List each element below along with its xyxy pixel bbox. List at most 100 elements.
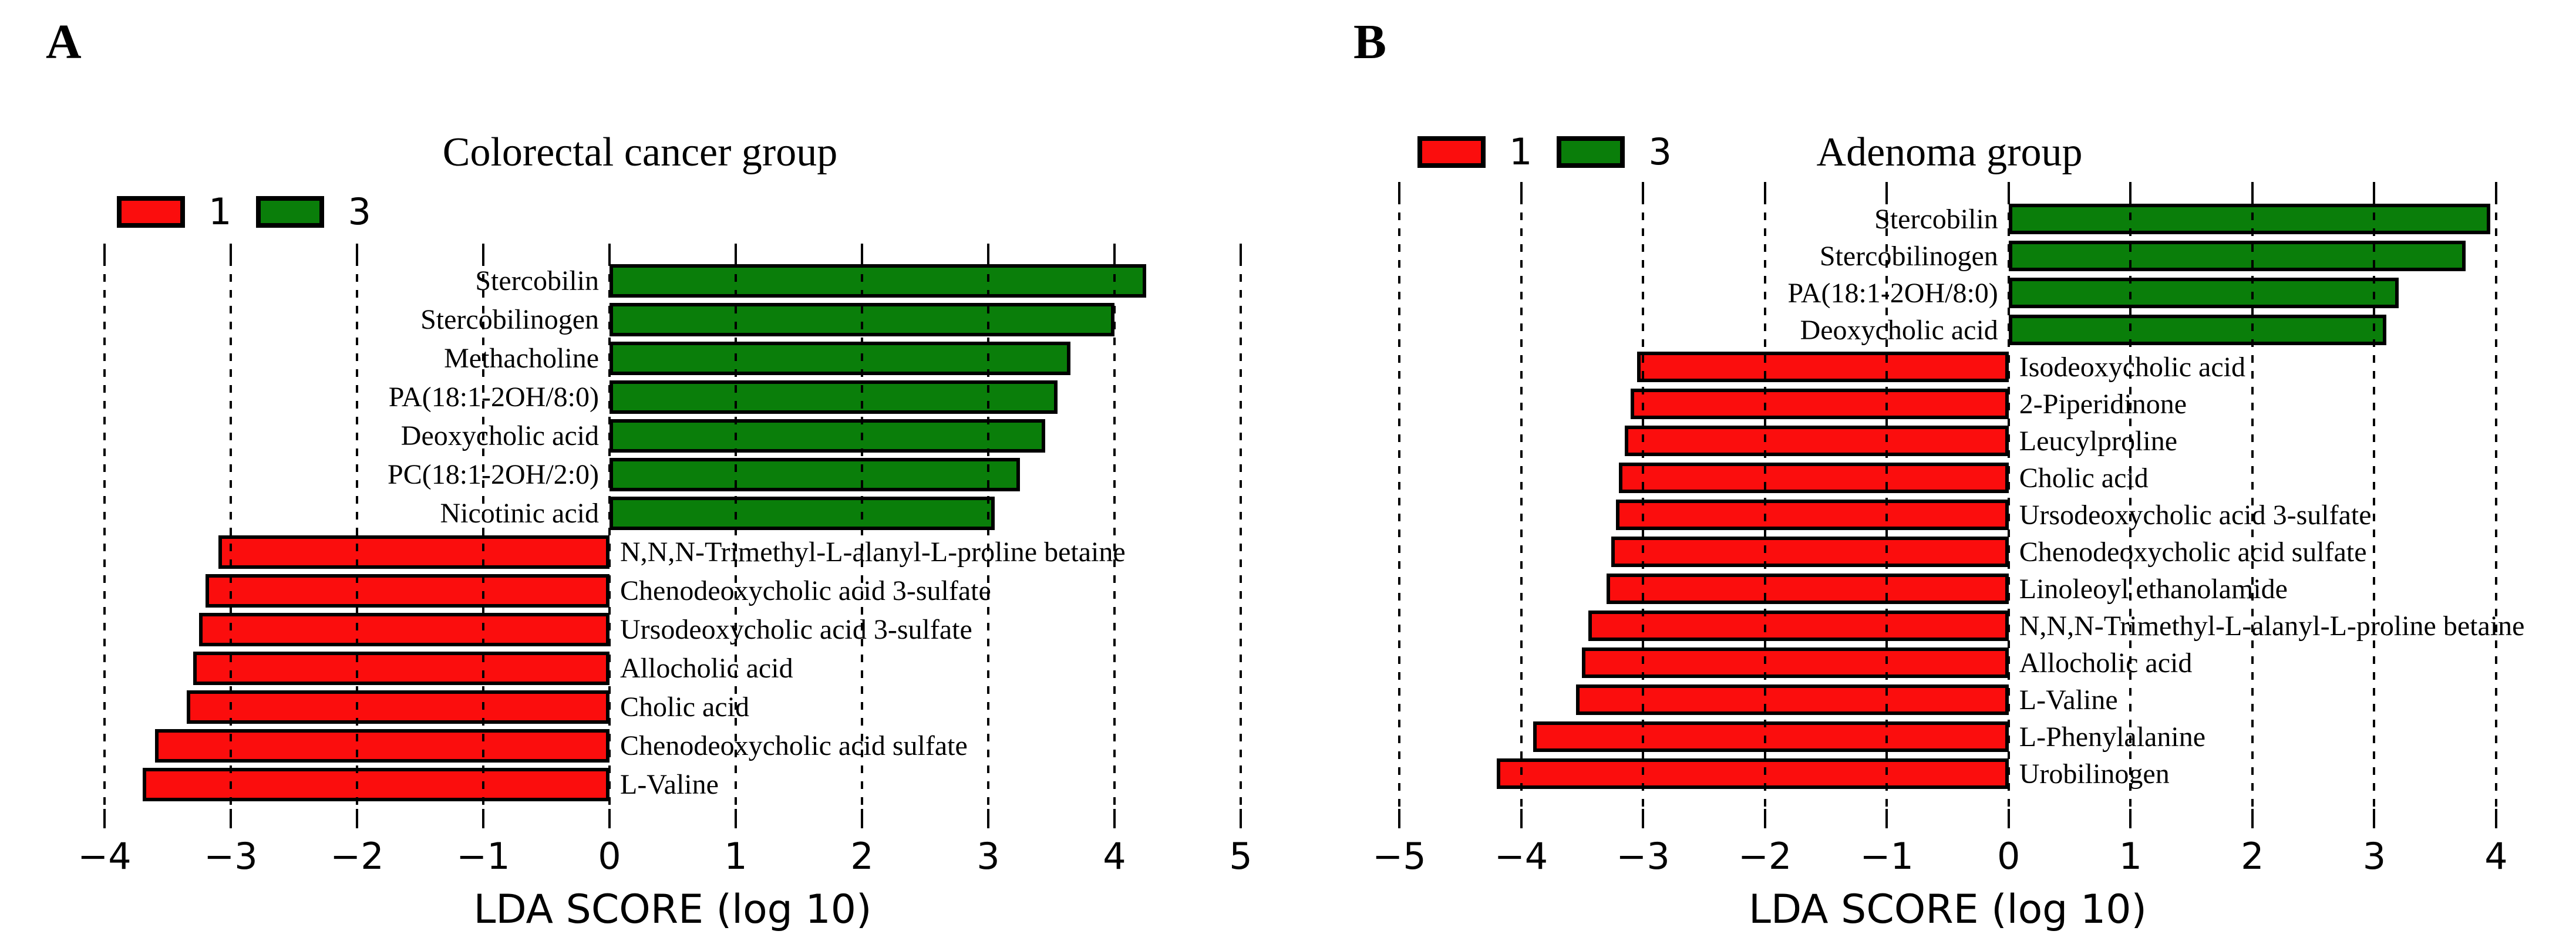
legend-item-3: 3 — [1557, 134, 1672, 170]
x-tick-label-4: 4 — [1103, 835, 1126, 878]
bar-label-stercobilinogen: Stercobilinogen — [1819, 240, 1998, 272]
bar-label-stercobilinogen: Stercobilinogen — [420, 304, 599, 335]
x-tick-label-3: 3 — [2362, 835, 2386, 878]
panel-letter-b: B — [1353, 15, 1387, 69]
bar-label-pc-18-1-2oh-2-0-: PC(18:1-2OH/2:0) — [388, 459, 599, 490]
x-tick-label--1: −1 — [456, 835, 510, 878]
gridline-0 — [2007, 197, 2010, 809]
bar-pa-18-1-2oh-8-0- — [2008, 278, 2399, 308]
bar-label-l-valine: L-Valine — [2019, 684, 2118, 716]
tick-mark-bottom-4 — [1113, 809, 1116, 828]
bar-label-linoleoyl-ethanolamide: Linoleoyl ethanolamide — [2019, 573, 2288, 605]
tick-mark-bottom-4 — [2495, 809, 2497, 828]
x-tick-label--1: −1 — [1860, 835, 1914, 878]
bar-label-l-valine: L-Valine — [620, 769, 719, 800]
tick-mark-top-3 — [987, 244, 989, 258]
x-tick-label-0: 0 — [598, 835, 621, 878]
x-tick-label-3: 3 — [976, 835, 1000, 878]
legend-swatch-1 — [1417, 136, 1486, 168]
gridline-1 — [735, 258, 737, 809]
tick-mark-bottom--3 — [230, 809, 232, 828]
bar-label-n-n-n-trimethyl-l-alanyl-l-proline-betaine: N,N,N-Trimethyl-L-alanyl-L-proline betai… — [620, 537, 1126, 568]
bar-chenodeoxycholic-acid-sulfate — [1611, 537, 2009, 567]
tick-mark-bottom-2 — [2251, 809, 2254, 828]
tick-mark-top-3 — [2373, 182, 2376, 197]
gridline--3 — [1642, 197, 1645, 809]
legend-item-1: 1 — [1417, 134, 1532, 170]
bar-label-stercobilin: Stercobilin — [475, 265, 599, 296]
tick-mark-bottom-1 — [735, 809, 737, 828]
bar-label-allocholic-acid: Allocholic acid — [2019, 647, 2193, 679]
gridline-4 — [2495, 197, 2497, 809]
bar-label-pa-18-1-2oh-8-0-: PA(18:1-2OH/8:0) — [388, 382, 599, 413]
bar-label-leucylproline: Leucylproline — [2019, 425, 2177, 457]
bar-l-phenylalanine — [1533, 721, 2009, 752]
bar-l-valine — [1575, 684, 2009, 715]
tick-mark-top-1 — [735, 244, 737, 258]
bar-label-ursodeoxycholic-acid-3-sulfate: Ursodeoxycholic acid 3-sulfate — [2019, 499, 2372, 531]
tick-mark-bottom--1 — [482, 809, 484, 828]
tick-mark-top--5 — [1398, 182, 1400, 197]
gridline--3 — [230, 258, 232, 809]
tick-mark-top--2 — [356, 244, 358, 258]
bar-stercobilinogen — [2008, 241, 2466, 271]
legend-label: 1 — [1509, 130, 1533, 173]
tick-mark-bottom--4 — [1520, 809, 1523, 828]
tick-mark-top--1 — [482, 244, 484, 258]
bar-ursodeoxycholic-acid-3-sulfate — [199, 613, 610, 646]
bar-l-valine — [142, 768, 610, 801]
legend-swatch-3 — [256, 196, 325, 228]
x-tick-label-5: 5 — [1229, 835, 1252, 878]
bar-cholic-acid — [186, 690, 610, 724]
bar-allocholic-acid — [193, 652, 610, 685]
bar-n-n-n-trimethyl-l-alanyl-l-proline-betaine — [1588, 611, 2009, 641]
bar-linoleoyl-ethanolamide — [1606, 574, 2009, 604]
gridline--1 — [1885, 197, 1888, 809]
panel-letter-a: A — [46, 15, 82, 69]
gridline-3 — [2373, 197, 2376, 809]
plot-area: Stercobilin Stercobilinogen Methacholine PA… — [103, 244, 1242, 828]
bar-pa-18-1-2oh-8-0- — [610, 380, 1058, 414]
panel-title-colorectal: Colorectal cancer group — [442, 130, 838, 175]
x-tick-label-0: 0 — [1997, 835, 2021, 878]
x-tick-label-1: 1 — [724, 835, 747, 878]
tick-mark-bottom--2 — [1763, 809, 1766, 828]
tick-mark-bottom--4 — [103, 809, 106, 828]
bar-label-ursodeoxycholic-acid-3-sulfate: Ursodeoxycholic acid 3-sulfate — [620, 614, 972, 645]
gridline-0 — [608, 258, 611, 809]
bar-nicotinic-acid — [610, 497, 995, 530]
x-tick-label-1: 1 — [2119, 835, 2143, 878]
bar-label-methacholine: Methacholine — [444, 343, 599, 374]
bar-label-n-n-n-trimethyl-l-alanyl-l-proline-betaine: N,N,N-Trimethyl-L-alanyl-L-proline betai… — [2019, 610, 2525, 642]
bar-pc-18-1-2oh-2-0- — [610, 458, 1020, 491]
tick-mark-top--2 — [1763, 182, 1766, 197]
legend-item-3: 3 — [256, 194, 371, 230]
tick-mark-top--3 — [230, 244, 232, 258]
tick-mark-top--4 — [103, 244, 106, 258]
plot-area: Stercobilin Stercobilinogen PA(18:1-2OH/8:… — [1398, 182, 2524, 828]
gridline--4 — [1520, 197, 1523, 809]
gridline--2 — [1763, 197, 1766, 809]
bar-chenodeoxycholic-acid-sulfate — [155, 729, 610, 763]
tick-mark-top--4 — [1520, 182, 1523, 197]
bar-label-stercobilin: Stercobilin — [1874, 203, 1998, 235]
tick-mark-top--1 — [1885, 182, 1888, 197]
gridline-2 — [2251, 197, 2254, 809]
tick-mark-bottom--3 — [1642, 809, 1645, 828]
bar-2-piperidinone — [1631, 389, 2009, 419]
bar-label-urobilinogen: Urobilinogen — [2019, 758, 2170, 790]
bar-stercobilin — [2008, 204, 2490, 234]
bar-label-chenodeoxycholic-acid-sulfate: Chenodeoxycholic acid sulfate — [2019, 536, 2367, 568]
bar-label-2-piperidinone: 2-Piperidinone — [2019, 388, 2187, 420]
tick-mark-top--3 — [1642, 182, 1645, 197]
bar-label-chenodeoxycholic-acid-3-sulfate: Chenodeoxycholic acid 3-sulfate — [620, 575, 991, 606]
gridline--1 — [482, 258, 484, 809]
legend-label: 1 — [208, 190, 232, 233]
bar-leucylproline — [1624, 426, 2009, 456]
x-tick-label--4: −4 — [78, 835, 132, 878]
x-tick-label--3: −3 — [204, 835, 258, 878]
bar-deoxycholic-acid — [2008, 315, 2387, 345]
